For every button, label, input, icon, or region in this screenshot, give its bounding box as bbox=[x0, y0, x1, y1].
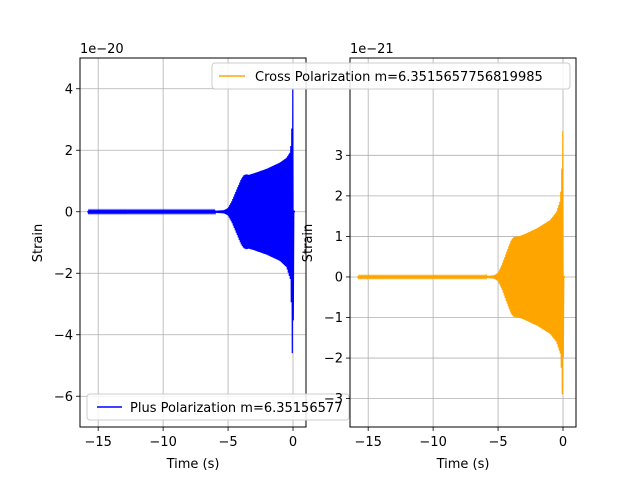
plus-legend-box bbox=[86, 393, 350, 421]
plus-waveform-line bbox=[87, 88, 295, 354]
plus-waveform bbox=[87, 88, 295, 354]
cross-waveform bbox=[357, 131, 565, 395]
plus-x-tick-label: 0 bbox=[289, 435, 297, 450]
cross-y-tick-label: −2 bbox=[324, 352, 343, 367]
cross-legend: Cross Polarization m=6.3515657756819985 bbox=[211, 62, 571, 90]
cross-offset-text: 1e−21 bbox=[350, 42, 394, 57]
plus-y-tick-label: 2 bbox=[65, 144, 73, 159]
plus-x-ticks: −15 −10 −5 0 bbox=[84, 427, 297, 450]
plus-y-tick-label: 0 bbox=[65, 205, 73, 220]
plus-y-ticks: −6 −4 −2 0 2 4 bbox=[54, 82, 80, 405]
cross-y-tick-label: 3 bbox=[335, 149, 343, 164]
plus-y-tick-label: −2 bbox=[54, 267, 73, 282]
cross-y-tick-label: 2 bbox=[335, 189, 343, 204]
cross-x-axis-label: Time (s) bbox=[436, 457, 490, 472]
plus-x-tick-label: −15 bbox=[84, 435, 111, 450]
cross-axes-frame bbox=[349, 57, 577, 428]
cross-y-ticks: −3 −2 −1 0 1 2 3 bbox=[324, 149, 350, 407]
cross-y-tick-label: 0 bbox=[335, 270, 343, 285]
plus-legend-label: Plus Polarization m=6.35156577 bbox=[130, 401, 342, 416]
plus-offset-text: 1e−20 bbox=[80, 42, 124, 57]
cross-waveform-line bbox=[357, 131, 565, 395]
cross-legend-label: Cross Polarization m=6.3515657756819985 bbox=[255, 70, 543, 85]
cross-y-tick-label: −3 bbox=[324, 392, 343, 407]
cross-x-tick-label: −15 bbox=[354, 435, 381, 450]
cross-y-axis-label: Strain bbox=[301, 224, 316, 263]
cross-legend-box bbox=[211, 62, 571, 90]
plus-axes-frame bbox=[79, 57, 307, 428]
cross-x-tick-label: 0 bbox=[559, 435, 567, 450]
plus-x-axis-label: Time (s) bbox=[166, 457, 220, 472]
plus-y-tick-label: −6 bbox=[54, 390, 73, 405]
cross-y-tick-label: −1 bbox=[324, 311, 343, 326]
plus-y-tick-label: −4 bbox=[54, 328, 73, 343]
cross-x-ticks: −15 −10 −5 0 bbox=[354, 427, 567, 450]
plus-x-tick-label: −10 bbox=[149, 435, 176, 450]
plus-x-tick-label: −5 bbox=[218, 435, 237, 450]
plus-y-axis-label: Strain bbox=[31, 224, 46, 263]
cross-x-tick-label: −10 bbox=[419, 435, 446, 450]
cross-y-tick-label: 1 bbox=[335, 230, 343, 245]
cross-x-tick-label: −5 bbox=[488, 435, 507, 450]
plus-legend: Plus Polarization m=6.35156577 bbox=[86, 393, 350, 421]
plus-y-tick-label: 4 bbox=[65, 82, 73, 97]
